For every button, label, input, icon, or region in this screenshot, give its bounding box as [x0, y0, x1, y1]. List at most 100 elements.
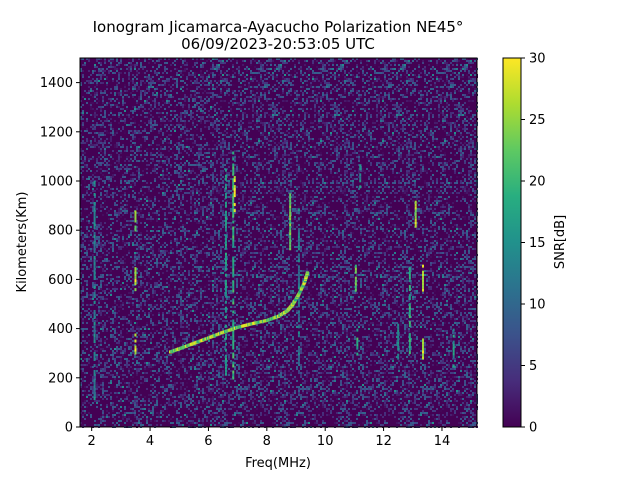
heatmap-cell	[136, 280, 138, 282]
heatmap-cell	[90, 248, 92, 250]
heatmap-cell	[178, 262, 180, 264]
heatmap-cell	[116, 98, 118, 100]
heatmap-cell	[118, 276, 120, 278]
heatmap-cell	[120, 108, 122, 110]
heatmap-cell	[178, 278, 180, 280]
heatmap-cell	[148, 416, 150, 418]
heatmap-cell	[166, 342, 168, 344]
heatmap-cell	[198, 332, 200, 334]
heatmap-cell	[116, 262, 118, 264]
heatmap-cell	[208, 390, 210, 392]
heatmap-cell	[142, 348, 144, 350]
heatmap-cell	[188, 108, 190, 110]
heatmap-cell	[156, 394, 158, 396]
heatmap-cell	[178, 374, 180, 376]
heatmap-cell	[194, 266, 196, 268]
heatmap-cell	[186, 134, 188, 136]
heatmap-cell	[110, 370, 112, 372]
heatmap-cell	[100, 286, 102, 288]
heatmap-cell	[202, 388, 204, 390]
heatmap-cell	[190, 90, 192, 92]
heatmap-cell	[90, 366, 92, 368]
heatmap-cell	[118, 382, 120, 384]
heatmap-cell	[96, 370, 98, 372]
heatmap-cell	[98, 222, 100, 224]
heatmap-cell	[144, 136, 146, 138]
heatmap-cell	[86, 406, 88, 408]
heatmap-cell	[178, 138, 180, 140]
heatmap-cell	[84, 236, 86, 238]
heatmap-cell	[168, 202, 170, 204]
heatmap-cell	[148, 144, 150, 146]
heatmap-cell	[210, 82, 212, 84]
heatmap-cell	[124, 176, 126, 178]
heatmap-cell	[176, 72, 178, 74]
heatmap-cell	[130, 366, 132, 368]
heatmap-cell	[144, 94, 146, 96]
heatmap-cell	[134, 156, 136, 158]
heatmap-cell	[132, 330, 134, 332]
heatmap-cell	[106, 304, 108, 306]
heatmap-cell	[198, 362, 200, 364]
heatmap-cell	[210, 364, 212, 366]
heatmap-cell	[124, 168, 126, 170]
heatmap-cell	[164, 160, 166, 162]
heatmap-cell	[140, 62, 142, 64]
heatmap-cell	[160, 152, 162, 154]
heatmap-cell	[186, 414, 188, 416]
heatmap-cell	[130, 344, 132, 346]
heatmap-cell	[192, 178, 194, 180]
heatmap-cell	[210, 424, 212, 426]
heatmap-cell	[132, 328, 134, 330]
heatmap-cell	[172, 278, 174, 280]
heatmap-cell	[150, 86, 152, 88]
heatmap-cell	[180, 124, 182, 126]
heatmap-cell	[196, 320, 198, 322]
heatmap-cell	[172, 268, 174, 270]
heatmap-cell	[104, 290, 106, 292]
heatmap-cell	[148, 108, 150, 110]
heatmap-cell	[98, 146, 100, 148]
heatmap-cell	[98, 176, 100, 178]
heatmap-cell	[196, 414, 198, 416]
heatmap-cell	[96, 88, 98, 90]
heatmap-cell	[118, 236, 120, 238]
heatmap-cell	[166, 206, 168, 208]
heatmap-cell	[146, 364, 148, 366]
heatmap-cell	[110, 88, 112, 90]
heatmap-cell	[114, 88, 116, 90]
heatmap-cell	[152, 358, 154, 360]
heatmap-cell	[118, 368, 120, 370]
heatmap-cell	[198, 378, 200, 380]
heatmap-cell	[80, 106, 82, 108]
heatmap-cell	[120, 284, 122, 286]
heatmap-cell	[132, 422, 134, 424]
heatmap-cell	[188, 74, 190, 76]
heatmap-cell	[180, 416, 182, 418]
heatmap-cell	[106, 414, 108, 416]
heatmap-cell	[210, 80, 212, 82]
heatmap-cell	[184, 170, 186, 172]
heatmap-cell	[208, 192, 210, 194]
heatmap-cell	[178, 194, 180, 196]
heatmap-cell	[102, 392, 104, 394]
heatmap-cell	[152, 388, 154, 390]
heatmap-cell	[196, 90, 198, 92]
heatmap-cell	[212, 154, 214, 156]
heatmap-cell	[116, 282, 118, 284]
heatmap-cell	[136, 396, 138, 398]
heatmap-cell	[128, 130, 130, 132]
heatmap-cell	[134, 192, 136, 194]
heatmap-cell	[198, 420, 200, 422]
heatmap-cell	[146, 136, 148, 138]
heatmap-cell	[100, 274, 102, 276]
heatmap-cell	[212, 122, 214, 124]
heatmap-cell	[208, 98, 210, 100]
heatmap-cell	[162, 406, 164, 408]
heatmap-cell	[104, 92, 106, 94]
heatmap-cell	[174, 288, 176, 290]
heatmap-cell	[204, 226, 206, 228]
heatmap-cell	[100, 206, 102, 208]
heatmap-cell	[148, 112, 150, 114]
heatmap-cell	[132, 142, 134, 144]
